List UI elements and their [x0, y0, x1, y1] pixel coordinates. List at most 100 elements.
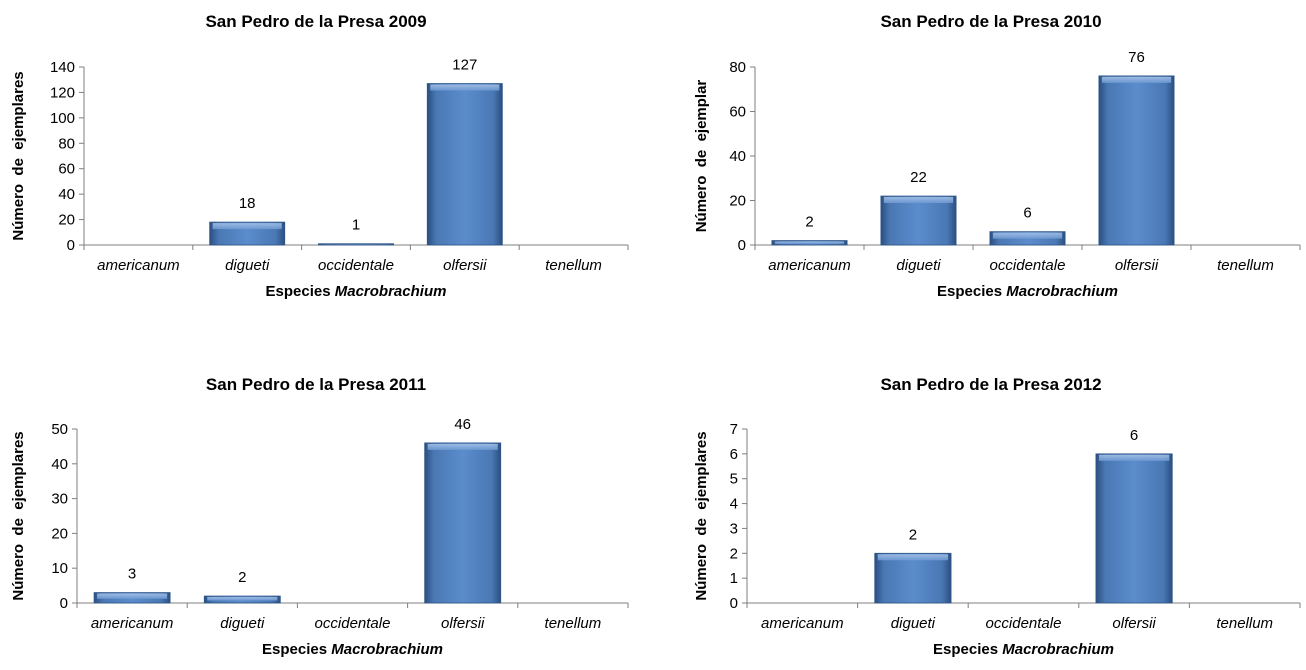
y-tick-label: 3 — [730, 520, 738, 537]
y-axis-title: Número de ejemplares — [10, 431, 27, 600]
y-tick-label: 20 — [51, 525, 68, 542]
y-tick-label: 140 — [50, 59, 75, 76]
data-label: 6 — [1023, 205, 1031, 222]
bar-outline — [209, 221, 286, 246]
category-label: tenellum — [545, 615, 602, 632]
bar-occidentale — [318, 243, 394, 246]
category-label: olfersii — [441, 615, 485, 632]
category-label: digueti — [891, 615, 936, 632]
data-label: 2 — [238, 569, 246, 586]
category-label: olfersii — [1112, 615, 1156, 632]
y-tick-label: 50 — [51, 421, 68, 438]
bar-body — [1095, 453, 1173, 603]
y-tick-label: 6 — [730, 446, 738, 463]
y-tick-label: 80 — [729, 59, 746, 76]
data-label: 127 — [452, 57, 477, 74]
chart-title: San Pedro de la Presa 2011 — [206, 375, 426, 394]
data-label: 22 — [910, 169, 927, 186]
bar-occidentale — [989, 231, 1066, 246]
x-axis-title-main: Especies — [937, 283, 1006, 300]
chart-3: San Pedro de la Presa 2011 0 10 20 30 40 50 3 am… — [10, 375, 629, 658]
category-label: tenellum — [545, 257, 602, 274]
y-tick-label: 80 — [58, 135, 75, 152]
x-axis-title-main: Especies — [266, 283, 335, 300]
bar-body — [424, 442, 501, 603]
x-axis-title: Especies Macrobrachium — [933, 641, 1114, 658]
bar-olfersii — [1095, 453, 1173, 604]
y-axis-title: Número de ejemplares — [693, 431, 710, 600]
y-tick-label: 60 — [729, 104, 746, 121]
x-axis-title: Especies Macrobrachium — [937, 283, 1118, 300]
y-tick-label: 2 — [730, 545, 738, 562]
y-axis-title: Número de ejemplares — [10, 71, 27, 240]
bar-bevel — [430, 84, 500, 91]
category-label: occidentale — [318, 257, 394, 274]
y-tick-label: 40 — [58, 186, 75, 203]
bar-outline — [318, 243, 394, 246]
bar-digueti — [209, 221, 286, 246]
y-tick-label: 20 — [58, 212, 75, 229]
bar-bevel — [877, 554, 949, 561]
bar-outline — [880, 195, 957, 246]
data-label: 76 — [1128, 49, 1145, 66]
data-label: 1 — [352, 217, 360, 234]
category-label: americanum — [768, 257, 851, 274]
x-axis-title-main: Especies — [262, 641, 331, 658]
bar-outline — [426, 83, 503, 246]
y-axis-title: Número de ejemplar — [693, 80, 710, 233]
y-tick-label: 20 — [729, 193, 746, 210]
category-label: digueti — [896, 257, 941, 274]
category-label: olfersii — [443, 257, 487, 274]
category-label: tenellum — [1217, 257, 1274, 274]
bar-bevel — [992, 232, 1063, 239]
bar-bevel — [774, 241, 845, 244]
y-tick-label: 0 — [67, 237, 75, 254]
bar-americanum — [93, 592, 171, 604]
y-tick-label: 40 — [729, 148, 746, 165]
data-label: 46 — [454, 416, 471, 433]
bar-bevel — [97, 593, 168, 599]
category-label: occidentale — [315, 615, 391, 632]
bar-body — [874, 553, 952, 603]
bar-digueti — [874, 552, 952, 604]
y-tick-label: 0 — [738, 237, 746, 254]
y-tick-label: 100 — [50, 110, 75, 127]
bar-body — [880, 196, 957, 245]
bar-digueti — [880, 195, 957, 246]
x-axis-title-main: Especies — [933, 641, 1002, 658]
bar-outline — [424, 442, 502, 604]
y-tick-label: 10 — [51, 560, 68, 577]
chart-title: San Pedro de la Presa 2012 — [880, 375, 1101, 394]
bar-bevel — [883, 197, 954, 204]
bar-bevel — [212, 223, 282, 230]
category-label: occidentale — [986, 615, 1062, 632]
bar-olfersii — [424, 442, 502, 604]
x-axis-title-genus: Macrobrachium — [331, 641, 443, 658]
bar-bevel — [207, 597, 278, 601]
bar-body — [318, 243, 394, 245]
x-axis-title: Especies Macrobrachium — [262, 641, 443, 658]
category-label: americanum — [761, 615, 844, 632]
y-tick-label: 0 — [60, 595, 68, 612]
bar-outline — [874, 552, 952, 604]
y-tick-label: 40 — [51, 456, 68, 473]
y-tick-label: 0 — [730, 595, 738, 612]
y-tick-label: 30 — [51, 491, 68, 508]
bar-body — [427, 83, 503, 246]
bar-outline — [1095, 453, 1173, 604]
category-label: americanum — [97, 257, 180, 274]
x-axis-title-genus: Macrobrachium — [1006, 283, 1118, 300]
x-axis-title: Especies Macrobrachium — [266, 283, 447, 300]
category-label: occidentale — [990, 257, 1066, 274]
data-label: 3 — [128, 566, 136, 583]
bar-bevel — [427, 443, 498, 450]
bar-olfersii — [1098, 75, 1175, 246]
bar-digueti — [203, 595, 281, 604]
bar-olfersii — [426, 83, 503, 246]
category-label: americanum — [91, 615, 174, 632]
y-tick-label: 4 — [730, 496, 738, 513]
category-label: digueti — [225, 257, 270, 274]
bar-outline — [93, 592, 171, 604]
bar-outline — [1098, 75, 1175, 246]
bar-americanum — [771, 240, 848, 246]
